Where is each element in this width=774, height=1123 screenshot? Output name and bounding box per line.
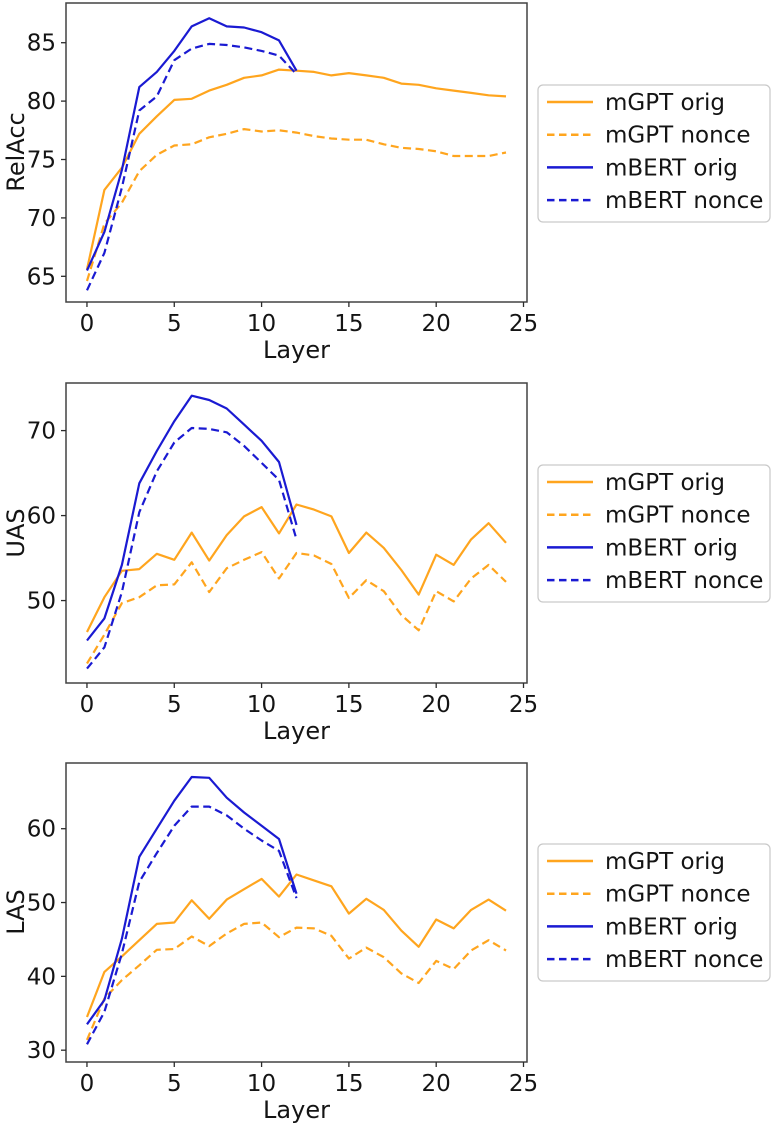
- x-tick-label: 20: [422, 311, 451, 337]
- x-tick-label: 5: [167, 692, 182, 718]
- x-tick-label: 15: [334, 311, 363, 337]
- line-mgpt-orig: [85, 873, 507, 1018]
- x-tick-label: 0: [80, 692, 95, 718]
- line-mbert-orig: [85, 17, 298, 271]
- legend-label: mGPT nonce: [605, 123, 750, 149]
- legend-row-mgpt-nonce: mGPT nonce: [547, 503, 750, 529]
- legend: mGPT orig mGPT nonce mBERT orig mBERT nonce: [537, 84, 771, 223]
- x-axis-label: Layer: [263, 717, 330, 745]
- legend-box: [537, 464, 771, 603]
- y-tick-label: 80: [27, 89, 56, 115]
- line-mbert-orig: [86, 775, 298, 1025]
- legend-label: mGPT orig: [605, 90, 725, 116]
- legend-label: mBERT orig: [605, 914, 738, 940]
- line-mgpt-orig: [85, 68, 507, 270]
- legend-row-mgpt-nonce: mGPT nonce: [547, 882, 750, 908]
- legend-label: mBERT nonce: [605, 568, 763, 594]
- line-mgpt-nonce: [85, 128, 507, 282]
- x-tick-label: 10: [247, 311, 276, 337]
- legend: mGPT orig mGPT nonce mBERT orig mBERT nonce: [537, 464, 771, 603]
- legend-label: mBERT orig: [605, 155, 738, 181]
- x-axis-label: Layer: [263, 336, 330, 364]
- legend-row-mbert-nonce: mBERT nonce: [547, 947, 763, 973]
- plot-frame: [65, 2, 528, 303]
- y-tick-label: 65: [27, 264, 56, 290]
- y-tick-label: 50: [27, 891, 56, 917]
- legend-row-mbert-orig: mBERT orig: [547, 914, 738, 940]
- legend: mGPT orig mGPT nonce mBERT orig mBERT nonce: [537, 843, 771, 982]
- y-tick-label: 30: [27, 1038, 56, 1064]
- x-tick-label: 20: [422, 1071, 451, 1097]
- y-axis-label: RelAcc: [2, 112, 30, 191]
- y-tick-label: 70: [27, 206, 56, 232]
- x-tick-label: 20: [422, 692, 451, 718]
- x-tick-label: 25: [509, 692, 538, 718]
- y-tick-label: 60: [27, 504, 56, 530]
- legend-row-mbert-orig: mBERT orig: [547, 155, 738, 181]
- x-tick-label: 25: [509, 1071, 538, 1097]
- x-tick-label: 0: [80, 311, 95, 337]
- y-axis-label: LAS: [2, 889, 30, 935]
- legend-label: mBERT orig: [605, 535, 738, 561]
- line-mbert-nonce: [86, 426, 298, 670]
- x-tick-label: 0: [80, 1071, 95, 1097]
- line-mgpt-nonce: [85, 921, 507, 1041]
- y-tick-label: 60: [27, 817, 56, 843]
- y-tick-label: 50: [27, 589, 56, 615]
- x-tick-label: 10: [247, 1071, 276, 1097]
- x-tick-label: 15: [334, 692, 363, 718]
- legend-row-mbert-nonce: mBERT nonce: [547, 568, 763, 594]
- legend-row-mgpt-orig: mGPT orig: [547, 470, 725, 496]
- line-mbert-nonce: [86, 805, 298, 1045]
- line-mbert-nonce: [86, 42, 298, 291]
- x-tick-label: 10: [247, 692, 276, 718]
- legend-row-mgpt-orig: mGPT orig: [547, 849, 725, 875]
- line-mbert-orig: [86, 394, 298, 642]
- legend-label: mBERT nonce: [605, 947, 763, 973]
- legend-label: mGPT nonce: [605, 882, 750, 908]
- x-tick-label: 25: [509, 311, 538, 337]
- legend-box: [537, 84, 771, 223]
- line-mgpt-nonce: [86, 550, 507, 665]
- plot-frame: [65, 382, 528, 684]
- chart-uas: 0 5 10 15 20 25 50 60 70 Layer UAS mGPT orig mGPT no…: [2, 382, 771, 745]
- x-axis-label: Layer: [263, 1096, 330, 1123]
- x-tick-label: 5: [167, 1071, 182, 1097]
- plot-frame: [65, 762, 528, 1063]
- legend-row-mbert-nonce: mBERT nonce: [547, 188, 763, 214]
- y-axis-label: UAS: [2, 508, 30, 557]
- x-tick-label: 15: [334, 1071, 363, 1097]
- legend-label: mBERT nonce: [605, 188, 763, 214]
- y-tick-label: 85: [27, 31, 56, 57]
- legend-label: mGPT orig: [605, 849, 725, 875]
- legend-label: mGPT nonce: [605, 503, 750, 529]
- y-tick-label: 75: [27, 148, 56, 174]
- legend-box: [537, 843, 771, 982]
- legend-row-mgpt-orig: mGPT orig: [547, 90, 725, 116]
- y-tick-label: 40: [27, 964, 56, 990]
- legend-row-mbert-orig: mBERT orig: [547, 535, 738, 561]
- x-tick-label: 5: [167, 311, 182, 337]
- y-tick-label: 70: [27, 419, 56, 445]
- chart-relacc: 0 5 10 15 20 25 65 70 75 80 85 Layer RelAcc mGPT orig…: [2, 2, 771, 364]
- legend-row-mgpt-nonce: mGPT nonce: [547, 123, 750, 149]
- line-mgpt-orig: [86, 503, 507, 633]
- legend-label: mGPT orig: [605, 470, 725, 496]
